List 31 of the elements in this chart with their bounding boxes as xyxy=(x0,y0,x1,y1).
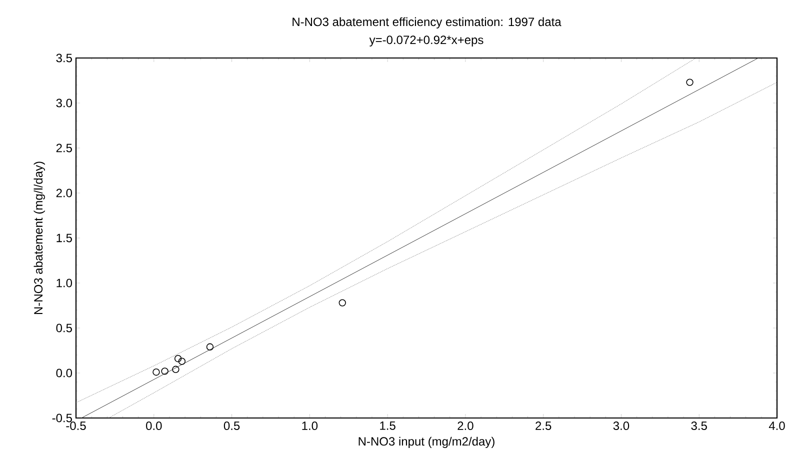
x-tick-label: 3.5 xyxy=(691,422,707,430)
x-tick-label: 1.0 xyxy=(302,422,318,430)
point xyxy=(172,366,180,373)
x-tick-label: 3.0 xyxy=(613,422,630,430)
x-tick-label: 0.0 xyxy=(146,422,162,430)
y-tick-label: 0.5 xyxy=(56,324,72,332)
y-tick-label: 1.0 xyxy=(56,278,72,288)
x-tick-label: 1.5 xyxy=(380,422,396,430)
x-tick-label: 2.0 xyxy=(458,422,474,430)
point xyxy=(152,368,160,376)
y-tick-label: 2.0 xyxy=(56,188,72,198)
chart-subtitle: y=-0.072+0.92*x+eps xyxy=(369,36,484,46)
point xyxy=(338,299,346,306)
y-tick-label: -0.5 xyxy=(52,414,72,422)
y-axis-title: N-NO3 abatement (mg/l/day) xyxy=(34,162,45,314)
point xyxy=(174,355,182,362)
point xyxy=(686,78,694,86)
y-tick-label: 0.0 xyxy=(56,368,72,378)
x-tick-label: 2.5 xyxy=(536,422,552,430)
x-axis-title: N-NO3 input (mg/m2/day) xyxy=(358,436,494,448)
x-tick-label: 4.0 xyxy=(768,422,785,430)
point xyxy=(206,343,214,350)
y-tick-label: 3.0 xyxy=(56,98,72,108)
y-tick-label: 3.5 xyxy=(56,54,72,62)
point xyxy=(178,358,186,365)
chart-title: N-NO3 abatement efficiency estimation: 1997 data xyxy=(292,17,562,28)
y-tick-label: 2.5 xyxy=(56,144,72,152)
point xyxy=(161,368,168,375)
y-tick-label: 1.5 xyxy=(56,234,72,242)
x-tick-label: -0.5 xyxy=(66,422,86,430)
x-tick-label: 0.5 xyxy=(224,422,240,430)
